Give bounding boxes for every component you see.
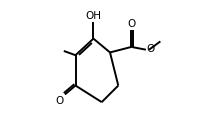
Text: O: O	[55, 96, 64, 106]
Text: O: O	[147, 44, 155, 54]
Text: O: O	[127, 19, 136, 29]
Text: OH: OH	[85, 11, 101, 21]
